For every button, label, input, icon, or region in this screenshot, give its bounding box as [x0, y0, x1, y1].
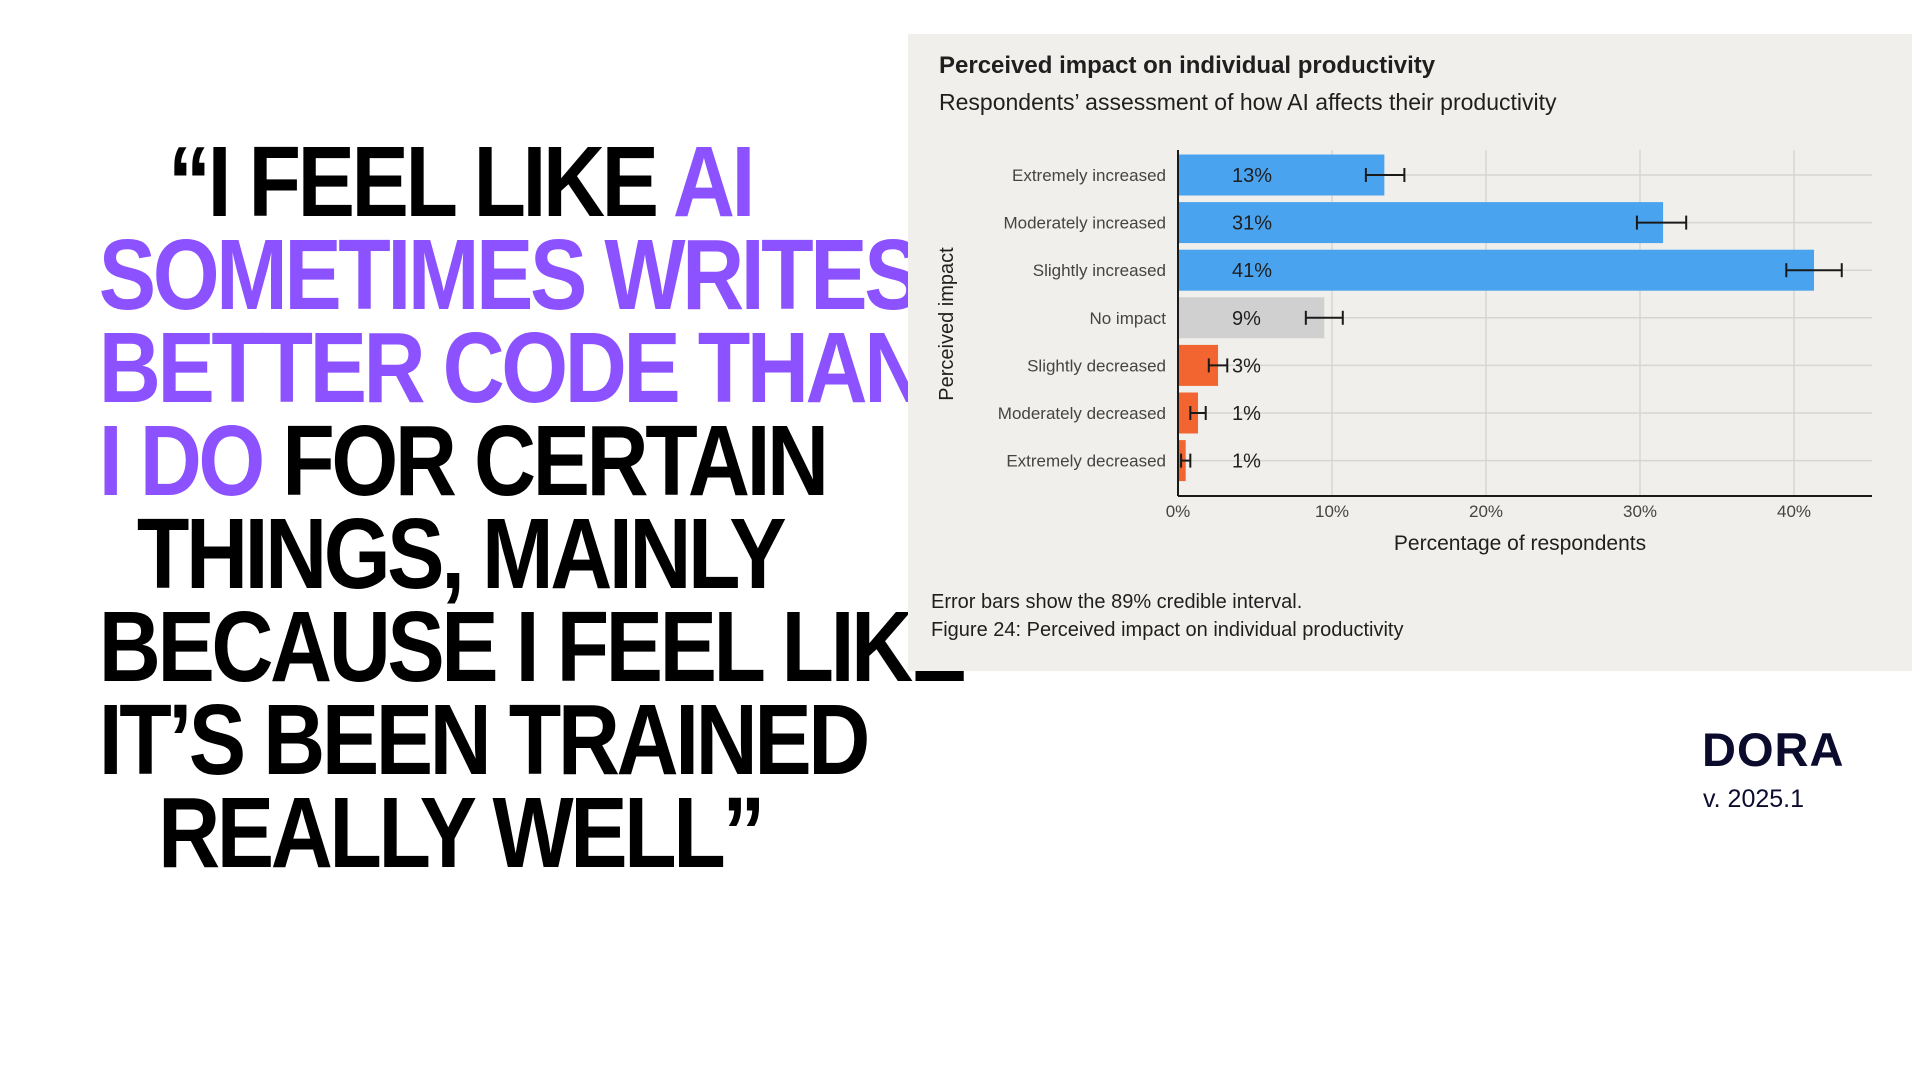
bar: [1178, 392, 1199, 434]
data-label: 31%: [1232, 213, 1272, 235]
category-label: Extremely increased: [1012, 166, 1166, 185]
category-label: Moderately decreased: [998, 404, 1166, 423]
category-label: No impact: [1089, 309, 1166, 328]
category-label: Moderately increased: [1003, 214, 1166, 233]
bar: [1178, 297, 1325, 339]
x-tick-label: 40%: [1777, 502, 1811, 521]
figure-caption: Figure 24: Perceived impact on individua…: [931, 619, 1404, 641]
quote-highlight: I DO: [98, 405, 265, 517]
quote-highlight: BETTER CODE THAN: [98, 312, 927, 424]
data-label: 3%: [1232, 355, 1261, 377]
quote-line: BETTER CODE THAN: [99, 318, 927, 418]
category-label: Extremely decreased: [1006, 452, 1166, 471]
quote-line: I DO FOR CERTAIN: [99, 411, 829, 511]
x-axis-title: Percentage of respondents: [1394, 532, 1646, 555]
chart-note: Error bars show the 89% credible interva…: [931, 591, 1303, 613]
data-label: 41%: [1232, 260, 1272, 282]
data-label: 1%: [1232, 451, 1261, 473]
category-label: Slightly increased: [1033, 261, 1166, 280]
quote-line: IT’S BEEN TRAINED: [99, 690, 871, 790]
quote-line: SOMETIMES WRITES: [99, 225, 922, 325]
bar: [1178, 154, 1385, 196]
quote-line: THINGS, MAINLY: [99, 504, 821, 604]
quote-segment: IT’S BEEN TRAINED: [98, 684, 871, 796]
x-tick-label: 10%: [1315, 502, 1349, 521]
y-axis-title: Perceived impact: [936, 247, 958, 401]
x-tick-label: 20%: [1469, 502, 1503, 521]
chart-subtitle: Respondents’ assessment of how AI affect…: [939, 89, 1557, 115]
version-label: v. 2025.1: [1703, 785, 1805, 813]
quote-segment: THINGS, MAINLY: [136, 498, 787, 610]
quote-segment: REALLY WELL”: [158, 777, 765, 889]
quote-segment: “I FEEL LIKE: [168, 126, 673, 238]
data-label: 13%: [1232, 165, 1272, 187]
x-tick-label: 0%: [1166, 502, 1191, 521]
brand-logo: DORA: [1702, 723, 1845, 776]
quote-line: REALLY WELL”: [99, 783, 821, 883]
chart-card: Perceived impact on individual productiv…: [908, 34, 1912, 671]
quote-highlight: SOMETIMES WRITES: [98, 219, 922, 331]
chart: Extremely increased 13% Moderately increas…: [936, 150, 1872, 555]
chart-title: Perceived impact on individual productiv…: [939, 52, 1436, 79]
quote-text: “I FEEL LIKE AI SOMETIMES WRITES BETTER CO…: [99, 132, 967, 883]
quote-segment: BECAUSE I FEEL LIKE: [98, 591, 967, 703]
quote-line: BECAUSE I FEEL LIKE: [99, 597, 967, 697]
bar: [1178, 202, 1664, 244]
bar: [1178, 249, 1815, 291]
data-label: 9%: [1232, 308, 1261, 330]
data-label: 1%: [1232, 403, 1261, 425]
category-label: Slightly decreased: [1027, 356, 1166, 375]
quote-line: “I FEEL LIKE AI: [99, 132, 821, 232]
quote-highlight: AI: [672, 126, 756, 238]
x-tick-label: 30%: [1623, 502, 1657, 521]
quote-segment: FOR CERTAIN: [261, 405, 829, 517]
